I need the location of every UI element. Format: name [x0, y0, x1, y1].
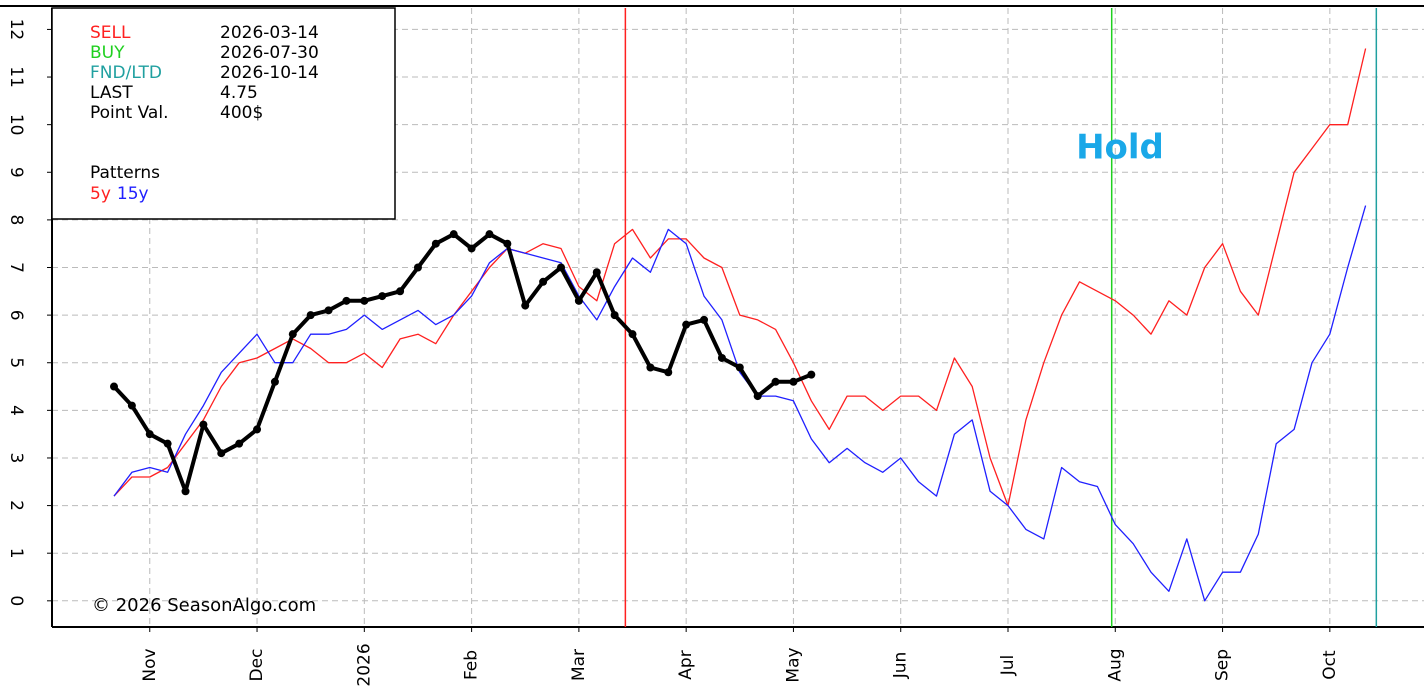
legend-entry: 15y	[117, 184, 149, 204]
point	[181, 487, 190, 496]
annotation: Hold	[1076, 128, 1164, 168]
x-tick-label: Jun	[891, 652, 911, 680]
copyright: © 2026 SeasonAlgo.com	[92, 595, 316, 616]
series-line	[113, 205, 1367, 602]
point	[807, 370, 816, 379]
legend-box	[51, 7, 396, 220]
point	[753, 392, 762, 401]
x-tick-label: May	[783, 647, 803, 682]
point	[717, 353, 726, 362]
info-value: 400$	[220, 103, 263, 123]
y-tick-label: 10	[6, 114, 26, 136]
point	[503, 239, 512, 248]
y-tick-label: 12	[6, 19, 26, 41]
point	[431, 239, 440, 248]
x-tick-label: Sep	[1213, 649, 1233, 681]
point	[235, 439, 244, 448]
legend-label: BUY	[90, 43, 125, 63]
legend-value: 2026-07-30	[220, 43, 319, 63]
y-tick-label: 9	[6, 167, 26, 178]
point	[288, 330, 297, 339]
point	[127, 401, 136, 410]
point	[217, 449, 226, 458]
y-tick-label: 0	[6, 595, 26, 606]
legend-value: 2026-03-14	[220, 23, 319, 43]
legend-entries: 5y 15y	[90, 184, 149, 204]
y-tick-label: 2	[6, 500, 26, 511]
point	[467, 244, 476, 253]
y-tick-label: 11	[6, 66, 26, 88]
info-label: Point Val.	[90, 103, 168, 123]
point	[789, 377, 798, 386]
series-line	[112, 232, 813, 494]
point	[539, 277, 548, 286]
legend-entry: 5y	[90, 184, 111, 204]
x-tick-label: Dec	[247, 649, 267, 682]
y-tick-label: 6	[6, 310, 26, 321]
legend-title: Patterns	[90, 163, 160, 183]
y-tick-label: 3	[6, 453, 26, 464]
x-tick-label: Feb	[462, 650, 482, 680]
point	[646, 363, 655, 372]
point	[521, 301, 530, 310]
point	[199, 420, 208, 429]
x-tick-label: Oct	[1320, 650, 1340, 680]
y-tick-label: 1	[6, 548, 26, 559]
info-value: 4.75	[220, 83, 258, 103]
point	[628, 330, 637, 339]
x-tick-label: Mar	[569, 649, 589, 681]
point	[378, 292, 387, 301]
point	[360, 296, 369, 305]
series-line	[113, 48, 1367, 507]
point	[682, 320, 691, 329]
point	[449, 230, 458, 239]
point	[592, 268, 601, 277]
point	[306, 311, 315, 320]
point	[396, 287, 405, 296]
point	[610, 311, 619, 320]
y-tick-label: 5	[6, 357, 26, 368]
point	[413, 263, 422, 272]
legend-label: FND/LTD	[90, 63, 162, 83]
y-tick-label: 8	[6, 214, 26, 225]
point	[771, 377, 780, 386]
point	[574, 296, 583, 305]
point	[557, 263, 565, 272]
x-tick-label: Jul	[998, 655, 1018, 677]
legend-label: SELL	[90, 23, 131, 43]
point	[110, 382, 118, 391]
y-tick-label: 4	[6, 405, 26, 416]
legend-value: 2026-10-14	[220, 63, 319, 83]
point	[253, 425, 262, 434]
point	[735, 363, 744, 372]
x-tick-label: 2026	[354, 643, 374, 686]
x-tick-label: Apr	[676, 650, 696, 679]
info-label: LAST	[90, 83, 133, 103]
point	[270, 377, 279, 386]
point	[664, 368, 673, 377]
x-tick-label: Nov	[140, 648, 160, 681]
point	[700, 315, 709, 324]
point	[342, 296, 351, 305]
y-tick-label: 7	[6, 262, 26, 273]
point	[324, 306, 333, 315]
point	[145, 430, 154, 439]
point	[163, 439, 172, 448]
point	[485, 230, 494, 239]
x-tick-label: Aug	[1105, 648, 1125, 681]
